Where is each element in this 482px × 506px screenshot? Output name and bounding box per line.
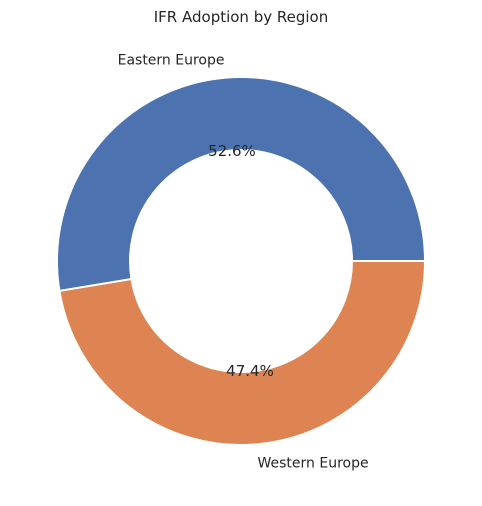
slices-group [56, 76, 427, 446]
slice-eastern-europe [56, 76, 427, 293]
slice-label: Eastern Europe [118, 52, 225, 68]
slice-percent-label: 52.6% [208, 142, 256, 160]
labels-group: Eastern Europe 52.6% Western Europe 47.4% [118, 52, 369, 471]
slice-percent-label: 47.4% [226, 362, 274, 380]
chart-title: IFR Adoption by Region [154, 8, 328, 26]
slice-label: Western Europe [258, 456, 369, 472]
slice-western-europe [58, 260, 427, 446]
